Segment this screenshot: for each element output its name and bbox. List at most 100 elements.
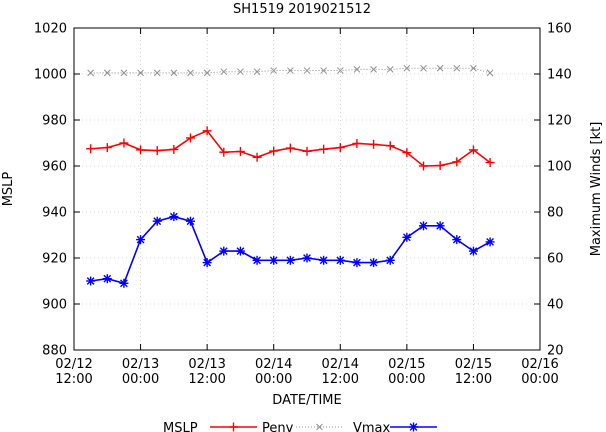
legend-marker: [316, 423, 323, 431]
marker-stroke: [336, 67, 344, 74]
marker-stroke: [103, 274, 112, 283]
marker-stroke: [170, 69, 178, 77]
marker-stroke: [186, 217, 195, 226]
data-point-vmax: [335, 255, 345, 265]
legend-label: Vmax: [353, 421, 391, 432]
data-point-mslp: [335, 143, 345, 153]
data-point-vmax: [352, 258, 362, 268]
data-point-penv: [253, 68, 261, 76]
x-tick-label: 02/15: [388, 357, 425, 372]
marker-stroke: [320, 67, 327, 74]
data-point-penv: [320, 67, 327, 74]
data-point-penv: [203, 69, 211, 77]
x-tick-label: 02/16: [521, 357, 558, 372]
data-point-penv: [336, 67, 344, 74]
y-right-tick-label: 20: [547, 344, 564, 359]
data-point-mslp: [86, 144, 96, 154]
marker-stroke: [169, 212, 178, 221]
data-point-vmax: [319, 255, 329, 265]
y-right-tick-labels: 20 40 60 80 100 120 140 160: [547, 22, 572, 359]
y-left-tick-label: 980: [42, 114, 67, 129]
data-point-penv: [287, 67, 294, 74]
data-point-mslp: [219, 147, 229, 157]
marker-stroke: [287, 67, 294, 74]
marker-stroke: [187, 69, 194, 77]
data-point-vmax: [186, 216, 195, 226]
data-point-vmax: [302, 253, 312, 263]
marker-stroke: [419, 221, 428, 230]
data-point-mslp: [169, 144, 179, 154]
data-point-mslp: [485, 158, 495, 168]
data-point-mslp: [435, 161, 445, 171]
marker-stroke: [436, 221, 445, 230]
data-point-penv: [436, 64, 444, 72]
marker-stroke: [469, 247, 478, 255]
y-left-tick-label: 880: [42, 344, 67, 359]
data-point-mslp: [269, 146, 279, 156]
marker-stroke: [120, 69, 128, 77]
data-point-penv: [303, 67, 311, 74]
marker-stroke: [270, 67, 278, 74]
legend-label: Penv: [262, 421, 294, 432]
data-point-mslp: [202, 126, 212, 136]
x-tick-label: 00:00: [388, 372, 425, 387]
x-tick-label: 12:00: [55, 372, 92, 387]
x-tick-labels: 02/1212:0002/1300:0002/1312:0002/1400:00…: [55, 357, 558, 387]
y-right-tick-label: 140: [547, 68, 572, 83]
y-right-tick-label: 160: [547, 22, 572, 37]
marker-stroke: [353, 66, 361, 73]
marker-stroke: [236, 247, 245, 255]
x-tick-label: 12:00: [455, 372, 492, 387]
data-point-vmax: [269, 255, 279, 265]
marker-stroke: [253, 256, 261, 265]
data-point-penv: [153, 69, 161, 77]
data-point-vmax: [252, 255, 262, 265]
data-point-vmax: [102, 274, 112, 284]
marker-stroke: [269, 256, 278, 265]
y-right-tick-label: 120: [547, 114, 572, 129]
data-point-penv: [237, 68, 244, 76]
data-point-vmax: [419, 221, 428, 231]
data-point-mslp: [319, 144, 329, 154]
y-right-tick-label: 100: [547, 160, 572, 175]
data-point-mslp: [385, 141, 395, 151]
legend: MSLP Penv Vmax: [163, 421, 437, 432]
x-tick-label: 02/13: [188, 357, 225, 372]
marker-stroke: [403, 64, 411, 72]
y-left-tick-labels: 880 900 920 940 960 980 1000 1020: [34, 22, 67, 359]
marker-stroke: [436, 64, 444, 72]
data-point-mslp: [352, 138, 362, 148]
marker-stroke: [370, 66, 377, 73]
plot-frame: [73, 27, 541, 351]
data-point-penv: [420, 64, 427, 72]
data-point-penv: [137, 69, 144, 77]
marker-stroke: [420, 64, 427, 72]
x-tick-label: 02/14: [255, 357, 292, 372]
data-point-vmax: [136, 235, 146, 245]
x-tick-label: 12:00: [188, 372, 225, 387]
marker-stroke: [203, 258, 212, 267]
data-point-mslp: [452, 157, 462, 167]
data-point-penv: [87, 69, 94, 77]
data-point-penv: [270, 67, 278, 74]
y-right-tick-label: 40: [547, 298, 564, 313]
y-left-tick-label: 900: [42, 298, 67, 313]
data-point-mslp: [102, 143, 112, 153]
axis-ticks: [73, 27, 541, 351]
marker-stroke: [87, 69, 94, 77]
data-point-vmax: [468, 246, 478, 256]
marker-stroke: [319, 256, 328, 265]
x-tick-label: 02/14: [322, 357, 359, 372]
y-left-tick-label: 1020: [34, 22, 67, 37]
data-point-vmax: [219, 246, 229, 256]
data-point-vmax: [402, 232, 412, 242]
data-point-mslp: [152, 146, 162, 156]
data-point-penv: [353, 66, 361, 73]
y-left-axis-label: MSLP: [1, 172, 16, 207]
series-vmax: [86, 212, 495, 288]
data-point-mslp: [419, 161, 428, 171]
y-left-tick-label: 920: [42, 252, 67, 267]
data-point-vmax: [152, 216, 162, 226]
data-point-mslp: [369, 139, 379, 149]
data-point-vmax: [369, 258, 379, 268]
